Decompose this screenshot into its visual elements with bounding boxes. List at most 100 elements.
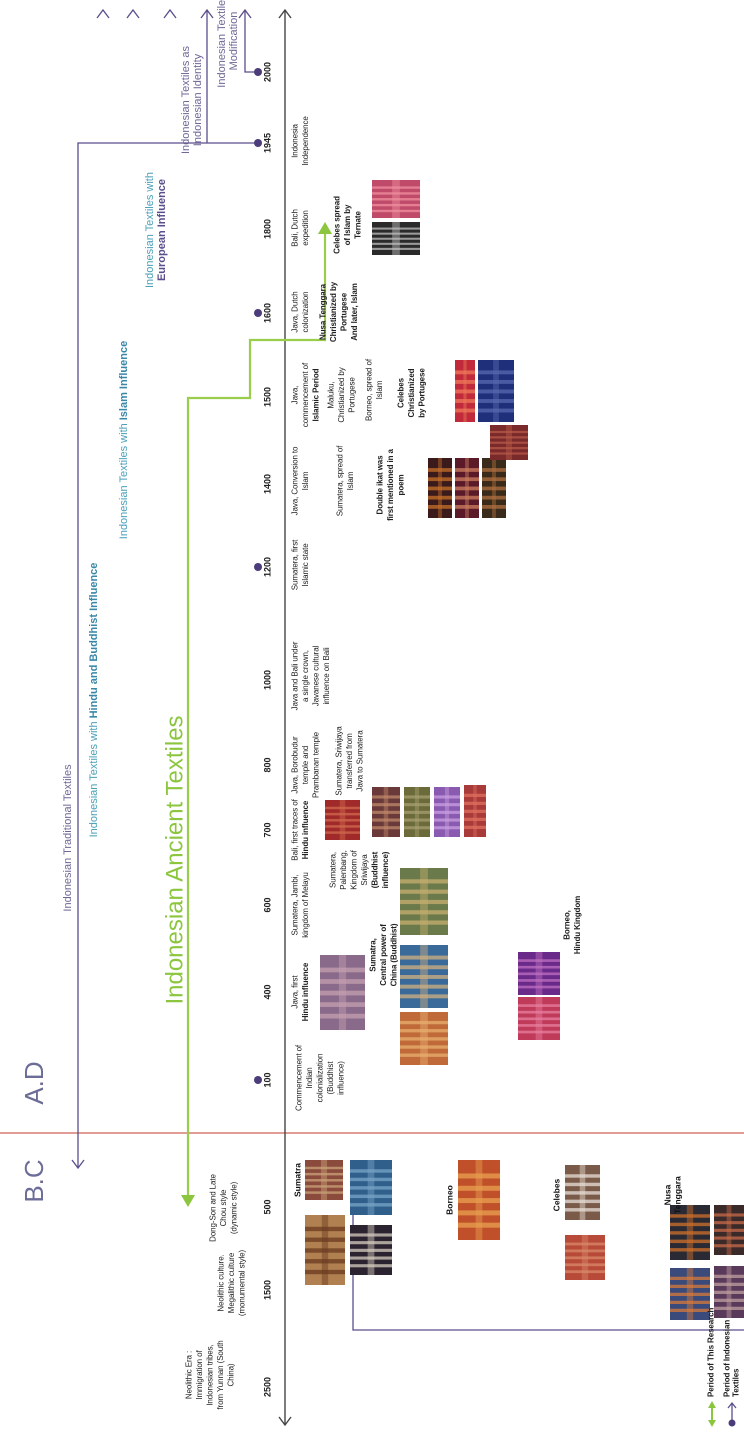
period-text: Indonesian Traditional Textiles bbox=[62, 764, 74, 912]
event-text: Sumatera, first bbox=[291, 539, 300, 590]
textile-stripe bbox=[400, 879, 448, 884]
period-label: Indonesian Identity bbox=[192, 53, 204, 146]
event-text: Kingdom of bbox=[350, 849, 359, 889]
textile-stripe bbox=[482, 486, 506, 491]
textile-stripe bbox=[325, 806, 360, 810]
textile-stripe bbox=[428, 495, 452, 500]
textile-stripe bbox=[518, 965, 560, 969]
textile-image bbox=[404, 787, 430, 837]
event-text: Neolithic culture. bbox=[217, 1254, 226, 1311]
event-text: (dynamic style) bbox=[230, 1181, 239, 1234]
period-dots bbox=[254, 68, 262, 1084]
textile-stripe bbox=[372, 247, 420, 250]
year-label: 1500 bbox=[262, 1280, 272, 1300]
textile-stripe bbox=[670, 1292, 710, 1296]
textile-stripe bbox=[490, 430, 528, 434]
textile-stripe bbox=[565, 1270, 605, 1274]
textile-stripe bbox=[305, 1166, 343, 1170]
event-emphasis: Ternate bbox=[354, 211, 363, 239]
event-text: China) bbox=[227, 1363, 236, 1386]
textile-stripe bbox=[455, 486, 479, 491]
year-label: 1500 bbox=[262, 387, 272, 407]
textile-image bbox=[428, 458, 452, 518]
textile-stripe bbox=[400, 965, 448, 970]
textile-stripe bbox=[455, 399, 475, 403]
textile-stripe bbox=[482, 477, 506, 482]
event-emphasis: Christianized bbox=[407, 368, 416, 417]
textile-stripe bbox=[714, 1236, 744, 1240]
textile-band bbox=[493, 360, 499, 422]
dot bbox=[254, 563, 262, 571]
textile-stripe bbox=[404, 795, 430, 799]
textile-stripe bbox=[455, 408, 475, 413]
textile-stripe bbox=[565, 1256, 605, 1260]
event-text: Megalithic culture bbox=[227, 1252, 236, 1313]
event-text: Islam bbox=[346, 471, 355, 490]
textile-stripe bbox=[670, 1300, 710, 1304]
textile-stripe bbox=[518, 979, 560, 982]
event-text: Indian bbox=[305, 1067, 314, 1088]
textile-stripe bbox=[400, 1029, 448, 1033]
textile-stripe bbox=[565, 1208, 600, 1212]
textile-image bbox=[464, 785, 486, 837]
event-emphasis: Hindu Kingdom bbox=[573, 896, 582, 954]
traditional-line bbox=[77, 142, 258, 1168]
textile-stripe bbox=[305, 1237, 345, 1242]
textile-stripe bbox=[305, 1172, 343, 1176]
period-emphasis: European Influence bbox=[156, 179, 168, 281]
textile-stripe bbox=[350, 1264, 392, 1268]
textile-stripe bbox=[350, 1194, 392, 1199]
textile-stripe bbox=[482, 468, 506, 472]
event-text: Java and Bali under bbox=[291, 641, 300, 710]
textile-stripe bbox=[325, 831, 360, 834]
event-text: Borneo, spread of bbox=[365, 358, 374, 421]
textile-stripe bbox=[490, 447, 528, 450]
textile-image bbox=[350, 1160, 392, 1215]
textile-stripe bbox=[400, 910, 448, 915]
legend-dot bbox=[728, 1419, 736, 1427]
event-text: Prambanan temple bbox=[312, 731, 321, 798]
textile-image bbox=[400, 1012, 448, 1065]
ad-label: A.D bbox=[19, 1061, 49, 1104]
textile-stripe bbox=[565, 1242, 605, 1246]
year-label: 100 bbox=[262, 1072, 272, 1087]
textile-stripe bbox=[565, 1263, 605, 1267]
region-label: Sumatra bbox=[292, 1163, 302, 1197]
textile-stripe bbox=[464, 793, 486, 797]
textile-image bbox=[518, 997, 560, 1040]
event-text: Bali, first traces of bbox=[291, 798, 300, 860]
textile-band bbox=[320, 1160, 328, 1200]
legend-arrow bbox=[708, 1420, 716, 1427]
textile-image bbox=[305, 1215, 345, 1285]
period-label: Indonesian Traditional Textiles bbox=[62, 764, 74, 912]
textile-image bbox=[372, 222, 420, 255]
textile-stripe bbox=[428, 505, 452, 509]
textile-band bbox=[383, 787, 389, 837]
event-text: Sumatera, Sriwijaya bbox=[335, 726, 344, 796]
textile-stripe bbox=[400, 994, 448, 999]
event-text: Javanese cultural bbox=[312, 645, 321, 706]
event-emphasis: Nusa Tenggara bbox=[319, 283, 328, 340]
textile-stripe bbox=[458, 1210, 500, 1216]
textile-band bbox=[438, 458, 442, 518]
period-label: Indonesian Textiles with bbox=[144, 172, 156, 288]
textile-image bbox=[372, 180, 420, 218]
textile-stripe bbox=[400, 889, 448, 894]
textile-band bbox=[465, 458, 469, 518]
event-emphasis: Hindu influence bbox=[301, 800, 310, 859]
textile-band bbox=[686, 1205, 694, 1260]
textile-image bbox=[518, 952, 560, 995]
textile-stripe bbox=[320, 1013, 365, 1019]
textile-stripe bbox=[305, 1259, 345, 1264]
event-text: Palenbang, bbox=[339, 850, 348, 889]
event-text: Islam bbox=[375, 380, 384, 399]
event-text: Sriwijaya bbox=[360, 854, 369, 886]
event-text: Neolithic Era : bbox=[185, 1351, 194, 1399]
textile-band bbox=[420, 945, 428, 1008]
textile-stripe bbox=[518, 972, 560, 976]
event-emphasis: Islamic Period bbox=[312, 368, 321, 421]
textile-band bbox=[535, 952, 543, 995]
textile-band bbox=[535, 997, 543, 1040]
textile-stripe bbox=[714, 1282, 744, 1286]
